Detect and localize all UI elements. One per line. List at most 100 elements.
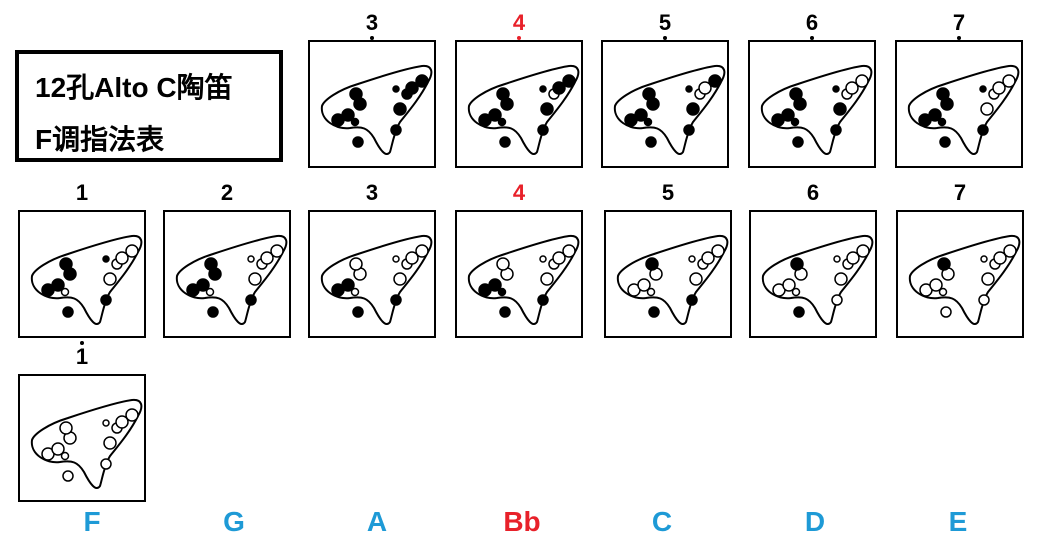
hole-open-5 <box>791 287 801 297</box>
ocarina-body <box>175 234 288 326</box>
note-label: 3 <box>352 180 392 206</box>
hole-covered-12 <box>830 124 842 136</box>
hole-open-10 <box>980 102 994 116</box>
hole-open-8 <box>846 251 860 265</box>
hole-covered-10 <box>833 102 847 116</box>
hole-covered-4 <box>789 87 803 101</box>
octave-dot-below <box>370 36 374 40</box>
note-label: 5 <box>645 10 685 40</box>
hole-covered-2 <box>634 108 648 122</box>
hole-covered-5 <box>937 117 947 127</box>
note-number: 1 <box>75 180 89 205</box>
title-box: 12孔Alto C陶笛 F调指法表 <box>15 50 283 162</box>
hole-open-6 <box>392 255 400 263</box>
note-label: 4 <box>499 10 539 40</box>
hole-covered-12 <box>537 294 549 306</box>
fingering-card-middle-7 <box>896 210 1024 338</box>
note-number: 3 <box>365 180 379 205</box>
hole-open-9 <box>125 244 139 258</box>
hole-open-5 <box>60 287 70 297</box>
hole-covered-2 <box>928 108 942 122</box>
fingering-card-middle-5 <box>604 210 732 338</box>
ocarina-diagram <box>30 398 143 490</box>
hole-open-9 <box>415 244 429 258</box>
hole-covered-5 <box>350 117 360 127</box>
hole-covered-11 <box>352 136 364 148</box>
octave-dot-below <box>517 36 521 40</box>
fingering-card-top-5 <box>895 40 1023 168</box>
title-line-1: 12孔Alto C陶笛 <box>35 72 233 103</box>
hole-open-8 <box>698 81 712 95</box>
fingering-card-middle-3 <box>308 210 436 338</box>
hole-open-9 <box>711 244 725 258</box>
note-label: 7 <box>939 10 979 40</box>
ocarina-body <box>467 234 580 326</box>
hole-open-8 <box>993 251 1007 265</box>
fingering-card-middle-2 <box>163 210 291 338</box>
hole-open-9 <box>562 244 576 258</box>
ocarina-body <box>760 64 873 156</box>
hole-open-9 <box>125 408 139 422</box>
hole-covered-4 <box>59 257 73 271</box>
fingering-card-top-3 <box>601 40 729 168</box>
hole-covered-10 <box>686 102 700 116</box>
hole-covered-12 <box>390 294 402 306</box>
ocarina-body <box>908 234 1021 326</box>
ocarina-body <box>30 234 143 326</box>
hole-open-10 <box>540 272 554 286</box>
key-label: F <box>83 506 101 537</box>
hole-open-2 <box>637 278 651 292</box>
ocarina-body <box>616 234 729 326</box>
note-number: 5 <box>661 180 675 205</box>
hole-open-4 <box>496 257 510 271</box>
hole-covered-5 <box>497 117 507 127</box>
hole-open-12 <box>978 294 990 306</box>
key-label: G <box>223 506 245 537</box>
note-number: 4 <box>512 10 526 35</box>
octave-dot-below <box>957 36 961 40</box>
key-label: A <box>366 506 388 537</box>
note-number: 7 <box>953 180 967 205</box>
note-label: 3 <box>352 10 392 40</box>
note-number: 6 <box>806 180 820 205</box>
hole-covered-2 <box>488 108 502 122</box>
key-label: C <box>651 506 673 537</box>
hole-covered-9 <box>562 74 576 88</box>
note-number: 3 <box>365 10 379 35</box>
hole-covered-4 <box>936 87 950 101</box>
key-label: D <box>804 506 826 537</box>
hole-open-6 <box>539 255 547 263</box>
hole-open-9 <box>856 244 870 258</box>
note-number: 7 <box>952 10 966 35</box>
hole-open-4 <box>349 257 363 271</box>
hole-open-8 <box>552 251 566 265</box>
ocarina-diagram <box>613 64 726 156</box>
ocarina-diagram <box>761 234 874 326</box>
note-label: 4 <box>499 180 539 206</box>
hole-covered-6 <box>685 85 693 93</box>
hole-open-6 <box>688 255 696 263</box>
hole-open-10 <box>981 272 995 286</box>
ocarina-diagram <box>30 234 143 326</box>
hole-covered-5 <box>643 117 653 127</box>
ocarina-body <box>907 64 1020 156</box>
note-number: 1 <box>75 344 89 369</box>
hole-open-8 <box>992 81 1006 95</box>
hole-covered-2 <box>488 278 502 292</box>
hole-covered-2 <box>51 278 65 292</box>
hole-open-9 <box>1002 74 1016 88</box>
hole-covered-2 <box>781 108 795 122</box>
hole-open-5 <box>350 287 360 297</box>
fingering-card-top-2 <box>455 40 583 168</box>
ocarina-body <box>320 234 433 326</box>
key-label: Bb <box>503 506 541 537</box>
ocarina-body <box>613 64 726 156</box>
hole-open-12 <box>831 294 843 306</box>
hole-open-10 <box>248 272 262 286</box>
ocarina-diagram <box>175 234 288 326</box>
hole-covered-4 <box>496 87 510 101</box>
hole-open-6 <box>247 255 255 263</box>
hole-open-8 <box>260 251 274 265</box>
hole-open-5 <box>205 287 215 297</box>
fingering-card-bottom-1 <box>18 374 146 502</box>
